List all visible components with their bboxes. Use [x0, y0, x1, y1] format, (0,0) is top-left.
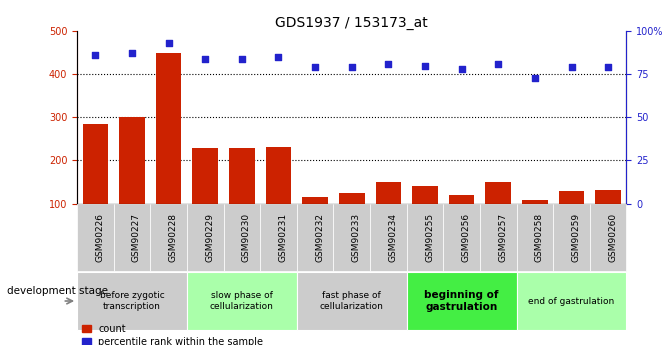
FancyBboxPatch shape: [407, 272, 517, 330]
FancyBboxPatch shape: [150, 204, 187, 271]
Text: GSM90229: GSM90229: [205, 213, 214, 262]
Text: GSM90260: GSM90260: [608, 213, 617, 262]
Bar: [522, 200, 547, 204]
Text: GSM90230: GSM90230: [242, 213, 251, 262]
FancyBboxPatch shape: [444, 204, 480, 271]
Text: GSM90258: GSM90258: [535, 213, 544, 262]
Bar: [559, 191, 584, 204]
Point: [529, 75, 540, 80]
Bar: [266, 148, 291, 204]
Bar: [302, 197, 328, 204]
Point: [237, 56, 247, 61]
Point: [310, 65, 320, 70]
Point: [200, 56, 210, 61]
FancyBboxPatch shape: [407, 204, 444, 271]
Text: GSM90232: GSM90232: [315, 213, 324, 262]
FancyBboxPatch shape: [590, 204, 626, 271]
FancyBboxPatch shape: [480, 204, 517, 271]
Text: GSM90227: GSM90227: [132, 213, 141, 262]
Point: [603, 65, 614, 70]
Text: beginning of
gastrulation: beginning of gastrulation: [424, 290, 499, 312]
FancyBboxPatch shape: [187, 204, 224, 271]
Point: [163, 40, 174, 46]
FancyBboxPatch shape: [334, 204, 370, 271]
Text: GSM90259: GSM90259: [572, 213, 580, 262]
Text: GSM90233: GSM90233: [352, 213, 360, 262]
FancyBboxPatch shape: [77, 204, 114, 271]
Text: GSM90257: GSM90257: [498, 213, 507, 262]
FancyBboxPatch shape: [370, 204, 407, 271]
Bar: [486, 182, 511, 204]
FancyBboxPatch shape: [260, 204, 297, 271]
Bar: [412, 186, 438, 204]
Point: [127, 51, 137, 56]
Bar: [119, 117, 145, 204]
Text: GSM90228: GSM90228: [169, 213, 178, 262]
Legend: count, percentile rank within the sample: count, percentile rank within the sample: [82, 324, 263, 345]
FancyBboxPatch shape: [297, 204, 334, 271]
Point: [90, 52, 100, 58]
Text: before zygotic
transcription: before zygotic transcription: [100, 291, 164, 311]
Point: [493, 61, 504, 67]
Bar: [82, 124, 108, 204]
Point: [566, 65, 577, 70]
Bar: [156, 52, 182, 204]
Text: GSM90226: GSM90226: [95, 213, 105, 262]
Text: GSM90234: GSM90234: [389, 213, 397, 262]
FancyBboxPatch shape: [553, 204, 590, 271]
FancyBboxPatch shape: [114, 204, 150, 271]
Point: [273, 54, 284, 60]
FancyBboxPatch shape: [517, 272, 626, 330]
Point: [456, 66, 467, 72]
Bar: [376, 182, 401, 204]
Text: GSM90231: GSM90231: [279, 213, 287, 262]
Bar: [192, 148, 218, 204]
Point: [419, 63, 430, 68]
Bar: [339, 193, 364, 204]
Point: [346, 65, 357, 70]
Text: GSM90255: GSM90255: [425, 213, 434, 262]
Bar: [596, 190, 621, 204]
FancyBboxPatch shape: [77, 272, 187, 330]
Bar: [449, 195, 474, 204]
Bar: [229, 148, 255, 204]
Title: GDS1937 / 153173_at: GDS1937 / 153173_at: [275, 16, 428, 30]
Text: development stage: development stage: [7, 286, 108, 296]
FancyBboxPatch shape: [224, 204, 260, 271]
FancyBboxPatch shape: [297, 272, 407, 330]
FancyBboxPatch shape: [187, 272, 297, 330]
Text: GSM90256: GSM90256: [462, 213, 470, 262]
FancyBboxPatch shape: [517, 204, 553, 271]
Point: [383, 61, 394, 67]
Text: slow phase of
cellularization: slow phase of cellularization: [210, 291, 274, 311]
Text: fast phase of
cellularization: fast phase of cellularization: [320, 291, 384, 311]
Text: end of gastrulation: end of gastrulation: [529, 296, 614, 306]
